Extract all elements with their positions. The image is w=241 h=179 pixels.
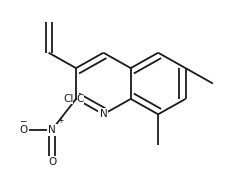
Text: −: − (19, 116, 27, 125)
Text: Cl: Cl (63, 94, 74, 104)
Text: N: N (100, 109, 107, 119)
Text: O: O (48, 157, 56, 167)
Text: +: + (57, 116, 64, 125)
Text: C: C (77, 94, 84, 104)
Text: N: N (48, 125, 56, 135)
Text: O: O (20, 125, 28, 135)
